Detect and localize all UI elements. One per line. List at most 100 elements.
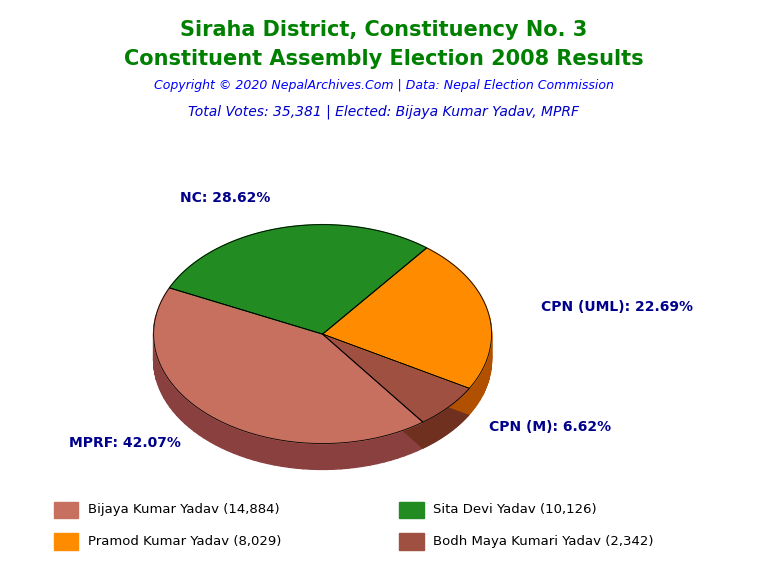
Polygon shape (194, 406, 199, 435)
Polygon shape (356, 441, 362, 467)
Polygon shape (431, 418, 432, 444)
Polygon shape (341, 442, 348, 469)
Polygon shape (311, 444, 319, 469)
Polygon shape (323, 334, 469, 414)
Polygon shape (430, 418, 431, 444)
Polygon shape (162, 367, 164, 398)
Polygon shape (199, 409, 204, 438)
Polygon shape (296, 442, 303, 469)
Polygon shape (404, 427, 411, 456)
Polygon shape (486, 359, 487, 388)
Bar (399, 533, 424, 550)
Text: NC: 28.62%: NC: 28.62% (180, 191, 270, 205)
Polygon shape (154, 320, 155, 351)
Text: Bijaya Kumar Yadav (14,884): Bijaya Kumar Yadav (14,884) (88, 503, 280, 516)
Bar (54, 533, 78, 550)
Polygon shape (433, 416, 434, 443)
Polygon shape (303, 443, 311, 469)
Polygon shape (227, 425, 233, 453)
Polygon shape (443, 410, 444, 437)
Polygon shape (435, 415, 436, 441)
Polygon shape (477, 377, 478, 405)
Polygon shape (289, 441, 296, 468)
Polygon shape (326, 444, 333, 469)
Polygon shape (482, 367, 484, 395)
Polygon shape (247, 432, 253, 460)
Text: CPN (M): 6.62%: CPN (M): 6.62% (489, 420, 611, 434)
Polygon shape (154, 288, 423, 444)
Polygon shape (323, 334, 469, 422)
Polygon shape (449, 406, 450, 432)
Polygon shape (441, 412, 442, 438)
Polygon shape (424, 421, 425, 448)
Polygon shape (444, 410, 445, 436)
Polygon shape (154, 344, 155, 375)
Bar (54, 502, 78, 518)
Polygon shape (253, 434, 260, 462)
Polygon shape (362, 439, 370, 467)
Polygon shape (267, 438, 274, 465)
Polygon shape (423, 422, 424, 448)
Text: Pramod Kumar Yadav (8,029): Pramod Kumar Yadav (8,029) (88, 535, 281, 548)
Polygon shape (319, 444, 326, 469)
Polygon shape (434, 416, 435, 442)
Polygon shape (190, 401, 194, 431)
Polygon shape (384, 434, 391, 462)
Polygon shape (323, 334, 423, 448)
Text: Sita Devi Yadav (10,126): Sita Devi Yadav (10,126) (433, 503, 597, 516)
Polygon shape (216, 419, 221, 448)
Polygon shape (260, 436, 267, 464)
Text: Copyright © 2020 NepalArchives.Com | Data: Nepal Election Commission: Copyright © 2020 NepalArchives.Com | Dat… (154, 79, 614, 93)
Polygon shape (448, 407, 449, 433)
Polygon shape (480, 372, 481, 400)
Polygon shape (436, 414, 437, 441)
Text: MPRF: 42.07%: MPRF: 42.07% (69, 435, 181, 449)
Polygon shape (469, 386, 472, 414)
Polygon shape (174, 385, 177, 416)
Polygon shape (210, 416, 216, 445)
Polygon shape (370, 438, 377, 465)
Polygon shape (333, 443, 341, 469)
Polygon shape (274, 439, 282, 466)
Polygon shape (432, 417, 433, 444)
Polygon shape (185, 398, 190, 427)
Polygon shape (157, 354, 158, 384)
Polygon shape (282, 440, 289, 467)
Polygon shape (158, 358, 160, 389)
Polygon shape (181, 394, 185, 424)
Polygon shape (167, 377, 170, 407)
Polygon shape (429, 418, 430, 445)
Polygon shape (204, 412, 210, 442)
Polygon shape (475, 379, 477, 407)
Polygon shape (164, 372, 167, 403)
Polygon shape (478, 374, 480, 403)
Polygon shape (473, 381, 475, 410)
Polygon shape (391, 432, 398, 460)
Polygon shape (440, 412, 441, 439)
Text: Constituent Assembly Election 2008 Results: Constituent Assembly Election 2008 Resul… (124, 49, 644, 69)
Polygon shape (411, 425, 417, 453)
Text: Total Votes: 35,381 | Elected: Bijaya Kumar Yadav, MPRF: Total Votes: 35,381 | Elected: Bijaya Ku… (188, 105, 580, 119)
Polygon shape (221, 422, 227, 450)
Polygon shape (428, 419, 429, 446)
Text: Siraha District, Constituency No. 3: Siraha District, Constituency No. 3 (180, 20, 588, 40)
Polygon shape (323, 334, 469, 414)
Polygon shape (442, 411, 443, 437)
Polygon shape (155, 315, 156, 346)
Polygon shape (170, 225, 427, 334)
Text: CPN (UML): 22.69%: CPN (UML): 22.69% (541, 300, 694, 314)
Polygon shape (417, 422, 423, 451)
Polygon shape (377, 436, 384, 464)
Polygon shape (398, 430, 404, 458)
Polygon shape (160, 363, 162, 393)
Polygon shape (233, 427, 240, 456)
Polygon shape (487, 357, 488, 385)
Polygon shape (240, 430, 247, 458)
Polygon shape (425, 420, 427, 446)
Polygon shape (348, 441, 356, 468)
Polygon shape (485, 362, 486, 391)
Polygon shape (323, 334, 423, 448)
Polygon shape (481, 369, 482, 398)
Polygon shape (155, 349, 157, 380)
Text: Bodh Maya Kumari Yadav (2,342): Bodh Maya Kumari Yadav (2,342) (433, 535, 654, 548)
